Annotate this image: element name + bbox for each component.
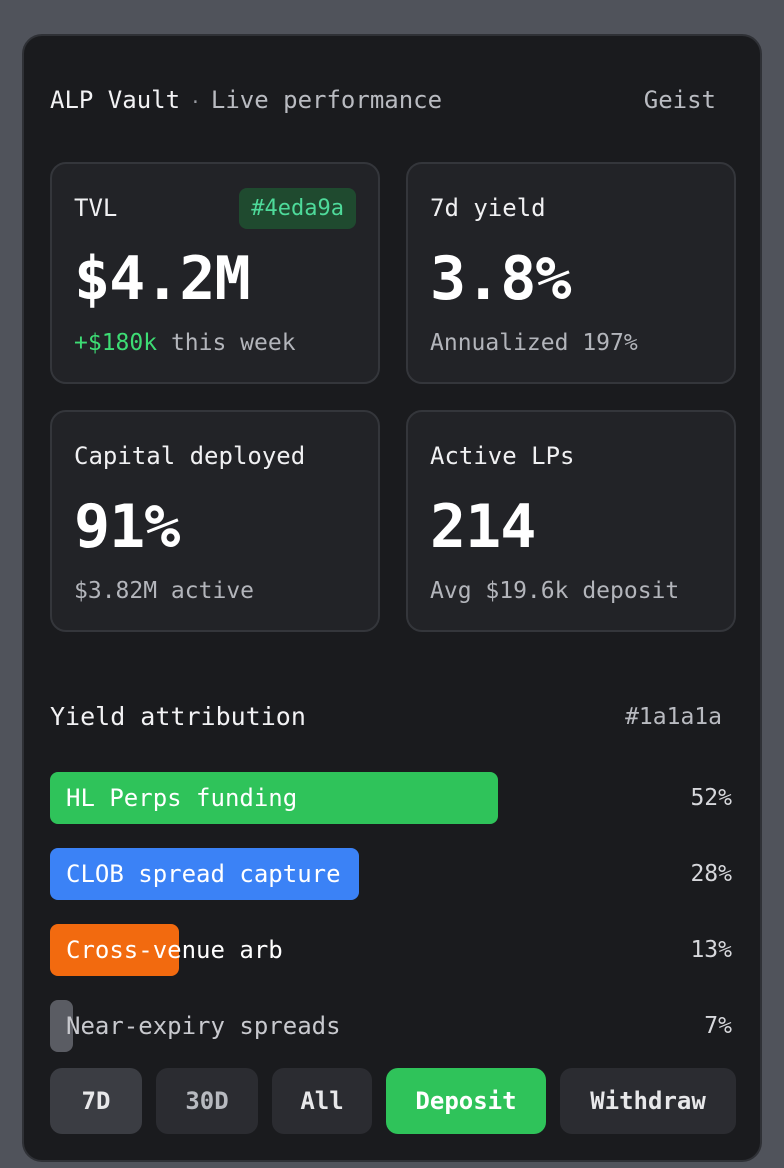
attribution-row: Near-expiry spreads 7%: [50, 1000, 732, 1052]
stat-label: TVL: [74, 194, 118, 222]
stat-value: $4.2M: [74, 244, 251, 314]
range-7d-button[interactable]: 7D: [50, 1068, 142, 1134]
withdraw-button[interactable]: Withdraw: [560, 1068, 736, 1134]
vault-title: ALP Vault: [50, 86, 181, 114]
stat-change: +$180k: [74, 330, 158, 356]
deposit-button[interactable]: Deposit: [386, 1068, 546, 1134]
attribution-label: Cross-venue arb: [66, 936, 283, 964]
stat-change-suffix: this week: [157, 330, 296, 356]
attribution-label: Near-expiry spreads: [66, 1012, 341, 1040]
attribution-label: HL Perps funding: [66, 784, 298, 812]
stat-value: 214: [430, 492, 536, 562]
stat-value: 3.8%: [430, 244, 571, 314]
attribution-label: CLOB spread capture: [66, 860, 341, 888]
stat-footnote: Avg $19.6k deposit: [430, 578, 680, 604]
attribution-row: HL Perps funding 52%: [50, 772, 732, 824]
title-separator: ·: [190, 92, 201, 113]
color-badge: #4eda9a: [239, 188, 356, 229]
stat-label: Active LPs: [430, 442, 575, 470]
attribution-bar-track: [50, 848, 700, 900]
attribution-title: Yield attribution: [50, 702, 306, 731]
attribution-bar-track: [50, 924, 700, 976]
vault-card: ALP Vault · Live performance Geist TVL #4e…: [22, 34, 762, 1162]
stat-label: Capital deployed: [74, 442, 306, 470]
stat-capital-deployed: Capital deployed 91% $3.82M active: [50, 410, 380, 632]
stat-footnote: +$180k this week: [74, 330, 296, 356]
attribution-bar: [50, 772, 498, 824]
card-header: ALP Vault · Live performance Geist: [50, 86, 716, 114]
attribution-percent: 28%: [690, 861, 732, 887]
stat-label: 7d yield: [430, 194, 546, 222]
attribution-row: CLOB spread capture 28%: [50, 848, 732, 900]
header-title-group: ALP Vault · Live performance: [50, 86, 442, 114]
attribution-bar-track: [50, 1000, 700, 1052]
attribution-tag: #1a1a1a: [625, 704, 722, 730]
attribution-bar: [50, 848, 359, 900]
stat-footnote: $3.82M active: [74, 578, 255, 604]
attribution-percent: 7%: [704, 1013, 732, 1039]
stat-active-lps: Active LPs 214 Avg $19.6k deposit: [406, 410, 736, 632]
attribution-bar: [50, 1000, 73, 1052]
vault-subtitle: Live performance: [210, 86, 443, 114]
stat-tvl: TVL #4eda9a $4.2M +$180k this week: [50, 162, 380, 384]
range-all-button[interactable]: All: [272, 1068, 372, 1134]
range-30d-button[interactable]: 30D: [156, 1068, 258, 1134]
attribution-row: Cross-venue arb 13%: [50, 924, 732, 976]
stat-7d-yield: 7d yield 3.8% Annualized 197%: [406, 162, 736, 384]
brand-label: Geist: [643, 86, 716, 114]
stat-value: 91%: [74, 492, 180, 562]
stat-footnote: Annualized 197%: [430, 330, 638, 356]
attribution-bar-track: [50, 772, 700, 824]
attribution-percent: 52%: [690, 785, 732, 811]
attribution-percent: 13%: [690, 937, 732, 963]
attribution-bar: [50, 924, 179, 976]
